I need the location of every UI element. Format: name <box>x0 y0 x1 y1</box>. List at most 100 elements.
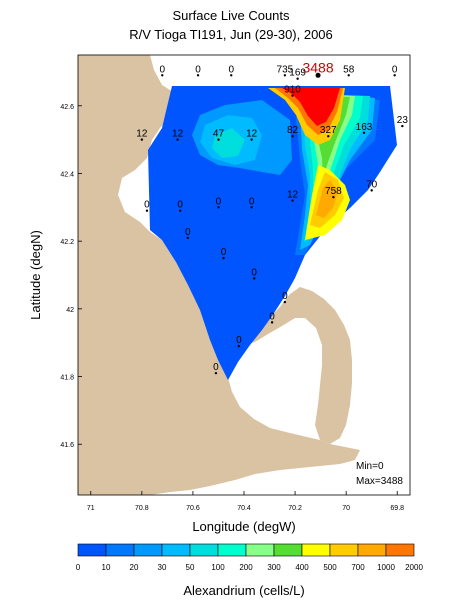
station-value: 0 <box>269 311 275 322</box>
colorbar-tick-label: 30 <box>158 563 167 572</box>
land-cape-cod <box>245 287 352 444</box>
chart-title: Surface Live Counts <box>172 8 290 23</box>
colorbar-label: Alexandrium (cells/L) <box>183 583 304 598</box>
x-tick-label: 70.6 <box>186 505 200 512</box>
min-label: Min=0 <box>356 461 384 472</box>
station-value: 23 <box>397 115 409 126</box>
y-axis-label: Latitude (degN) <box>28 230 43 320</box>
x-axis-ticks: 71 70.8 70.6 70.4 70.2 70 69.8 <box>87 491 404 512</box>
station-marker <box>347 74 350 77</box>
station-marker <box>196 74 200 77</box>
station-marker <box>296 77 299 80</box>
max-label: Max=3488 <box>356 476 403 487</box>
station-marker <box>370 189 373 192</box>
station-value: 70 <box>366 179 378 190</box>
station-value: 0 <box>159 64 165 75</box>
station-marker <box>332 195 335 199</box>
x-tick-label: 70.8 <box>135 505 149 512</box>
colorbar-swatch <box>77 543 107 557</box>
station-marker <box>250 138 253 141</box>
station-marker <box>362 131 366 135</box>
colorbar-swatch <box>161 543 191 557</box>
station-value: 327 <box>320 125 337 136</box>
x-tick-label: 70.4 <box>237 505 251 512</box>
contour-band <box>212 128 245 158</box>
station-value: 12 <box>172 129 184 140</box>
y-tick-label: 42 <box>66 307 74 314</box>
y-tick-label: 42.6 <box>60 104 74 111</box>
station-value: 169 <box>289 68 306 79</box>
station-marker <box>217 138 220 141</box>
station-value: 163 <box>356 122 373 133</box>
colorbar-tick-label: 1000 <box>377 563 395 572</box>
station-marker <box>327 135 330 138</box>
station-marker <box>315 72 321 78</box>
station-marker <box>217 206 220 209</box>
contour-band <box>316 180 338 218</box>
concentration-contours <box>192 88 380 255</box>
station-value: 47 <box>213 129 225 140</box>
colorbar-tick-label: 100 <box>211 563 225 572</box>
station-value-max: 3488 <box>302 59 333 75</box>
colorbar-swatch <box>329 543 359 557</box>
station-marker <box>178 209 182 212</box>
station-marker <box>250 206 253 209</box>
station-marker <box>253 277 256 280</box>
colorbar-tick-label: 2000 <box>405 563 423 572</box>
station-value: 0 <box>392 64 398 75</box>
station-value: 0 <box>213 362 219 373</box>
colorbar-tick-label: 500 <box>323 563 337 572</box>
colorbar-swatch <box>273 543 303 557</box>
x-axis-label: Longitude (degW) <box>192 519 295 534</box>
station-value: 12 <box>246 129 258 140</box>
station-marker <box>176 138 179 141</box>
station-value: 0 <box>216 196 222 207</box>
colorbar-swatch <box>385 543 415 557</box>
x-tick-label: 70 <box>342 505 350 512</box>
station-marker <box>214 371 218 375</box>
station-marker <box>291 94 294 97</box>
station-marker <box>237 344 241 348</box>
chart-subtitle: R/V Tioga TI191, Jun (29-30), 2006 <box>129 27 333 42</box>
station-value: 910 <box>284 85 301 96</box>
x-tick-label: 70.2 <box>288 505 302 512</box>
station-value: 58 <box>343 64 355 75</box>
colorbar-tick-label: 10 <box>102 563 111 572</box>
station-value: 758 <box>325 186 342 197</box>
station-marker <box>291 135 294 138</box>
colorbar-swatch <box>217 543 247 557</box>
station-value: 0 <box>251 267 257 278</box>
station-value: 735 <box>277 64 294 75</box>
colorbar-swatch <box>133 543 163 557</box>
contour-band <box>282 88 340 126</box>
station-value: 0 <box>249 196 255 207</box>
colorbar-swatch <box>357 543 387 557</box>
colorbar-swatch <box>189 543 219 557</box>
station-marker <box>145 209 149 212</box>
station-marker <box>283 300 287 304</box>
colorbar-tick-label: 200 <box>239 563 253 572</box>
y-tick-label: 41.8 <box>60 375 74 382</box>
y-axis-ticks: 42.6 42.4 42.2 42 41.8 41.6 <box>60 104 82 449</box>
station-marker <box>186 236 190 239</box>
station-value: 12 <box>136 129 148 140</box>
station-marker <box>283 74 287 77</box>
colorbar-tick-label: 0 <box>76 563 81 572</box>
colorbar: 0 10 20 30 50 100 200 300 400 500 700 1000 2000 <box>76 543 423 572</box>
x-tick-label: 71 <box>87 505 95 512</box>
colorbar-tick-label: 50 <box>186 563 195 572</box>
land-mainland <box>78 55 360 495</box>
station-value: 0 <box>144 200 150 211</box>
station-value: 0 <box>195 64 201 75</box>
station-value: 0 <box>221 247 227 258</box>
station-marker <box>270 321 274 324</box>
station-marker <box>222 256 225 260</box>
x-tick-label: 69.8 <box>390 505 404 512</box>
station-marker <box>140 138 144 141</box>
station-value: 0 <box>236 335 242 346</box>
colorbar-tick-label: 20 <box>130 563 139 572</box>
y-tick-label: 42.2 <box>60 239 74 246</box>
station-marker <box>291 199 294 202</box>
